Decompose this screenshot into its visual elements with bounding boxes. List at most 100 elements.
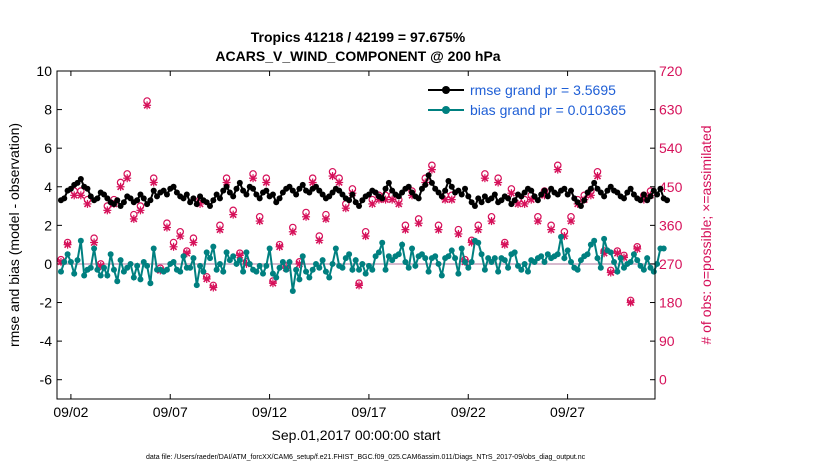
- bias-point: [432, 253, 439, 260]
- obs-assimilated-marker: [441, 195, 450, 204]
- bias-point: [491, 255, 498, 262]
- rmse-point: [647, 193, 654, 200]
- legend-bias-label: bias grand pr = 0.010365: [470, 102, 626, 118]
- bias-point: [306, 274, 313, 281]
- rmse-point: [581, 197, 588, 204]
- bias-point: [279, 259, 286, 266]
- bias-point: [259, 270, 266, 277]
- rmse-point: [147, 197, 154, 204]
- bias-point: [193, 282, 200, 289]
- bias-point: [180, 253, 187, 260]
- bias-point: [147, 280, 154, 287]
- bias-point: [640, 266, 647, 273]
- rmse-point: [77, 176, 84, 183]
- bias-point: [554, 251, 561, 258]
- rmse-point: [445, 177, 452, 184]
- bias-point: [379, 239, 386, 246]
- left-tick-label: 10: [36, 63, 52, 79]
- obs-assimilated-marker: [388, 195, 397, 204]
- bias-point: [650, 268, 657, 275]
- rmse-point: [299, 181, 306, 188]
- bias-point: [117, 257, 124, 264]
- bias-point: [558, 233, 565, 240]
- obs-assimilated-marker: [182, 249, 191, 258]
- rmse-point: [346, 197, 353, 204]
- bias-point: [293, 266, 300, 273]
- rmse-point: [114, 197, 121, 204]
- bias-point: [91, 245, 98, 252]
- right-tick-label: 450: [659, 179, 683, 195]
- bias-point: [213, 266, 220, 273]
- bias-point: [316, 264, 323, 271]
- right-tick-label: 270: [659, 256, 683, 272]
- rmse-point: [379, 195, 386, 202]
- bias-point: [200, 268, 207, 275]
- obs-assimilated-marker: [566, 217, 575, 226]
- bias-point: [435, 260, 442, 267]
- obs-assimilated-marker: [321, 214, 330, 223]
- x-tick-label: 09/17: [351, 404, 386, 420]
- bias-point: [240, 268, 247, 275]
- bias-point: [187, 264, 194, 271]
- bias-point: [163, 266, 170, 273]
- bias-point: [478, 251, 485, 258]
- obs-assimilated-marker: [520, 199, 529, 208]
- left-tick-label: -2: [40, 295, 53, 311]
- rmse-point: [207, 203, 214, 210]
- bias-point: [104, 272, 111, 279]
- rmse-point: [233, 185, 240, 192]
- bias-point: [236, 257, 243, 264]
- bias-point: [465, 264, 472, 271]
- bias-point: [584, 251, 591, 258]
- obs-assimilated-marker: [335, 178, 344, 187]
- bias-point: [395, 251, 402, 258]
- obs-assimilated-marker: [533, 217, 542, 226]
- rmse-point: [150, 187, 157, 194]
- rmse-point: [425, 172, 432, 179]
- rmse-point: [601, 193, 608, 200]
- bias-point: [144, 262, 151, 269]
- bias-point: [207, 255, 214, 262]
- bias-point: [276, 264, 283, 271]
- rmse-point: [587, 185, 594, 192]
- rmse-point: [657, 185, 664, 192]
- bias-point: [452, 255, 459, 262]
- bias-point: [356, 266, 363, 273]
- x-tick-label: 09/22: [451, 404, 486, 420]
- obs-assimilated-marker: [494, 178, 503, 187]
- rmse-point: [382, 185, 389, 192]
- bias-point: [339, 264, 346, 271]
- x-tick-label: 09/02: [53, 404, 88, 420]
- x-axis-ticks: 09/02 09/07 09/12 09/17 09/22 09/27: [53, 71, 585, 420]
- bias-point: [130, 274, 137, 281]
- obs-assimilated-marker: [500, 240, 509, 249]
- left-tick-label: -4: [40, 333, 53, 349]
- rmse-point: [190, 195, 197, 202]
- bias-point: [644, 255, 651, 262]
- bias-point: [402, 259, 409, 266]
- legend-rmse-marker: [442, 86, 450, 94]
- rmse-point: [442, 187, 449, 194]
- bias-point: [405, 264, 412, 271]
- right-tick-label: 630: [659, 102, 683, 118]
- obs-assimilated-marker: [593, 172, 602, 181]
- obs-assimilated-marker: [162, 223, 171, 232]
- obs-assimilated-marker: [401, 225, 410, 234]
- right-tick-label: 720: [659, 63, 683, 79]
- bias-point: [511, 249, 518, 256]
- obs-assimilated-marker: [368, 199, 377, 208]
- bias-point: [458, 245, 465, 252]
- rmse-point: [627, 185, 634, 192]
- bias-point: [286, 259, 293, 266]
- bias-point: [564, 247, 571, 254]
- obs-assimilated-marker: [427, 165, 436, 174]
- bias-point: [627, 259, 634, 266]
- bias-point: [74, 257, 81, 264]
- bias-point: [57, 268, 64, 275]
- rmse-point: [120, 199, 127, 206]
- bias-point: [94, 266, 101, 273]
- bias-point: [107, 251, 114, 258]
- obs-assimilated-marker: [249, 174, 258, 183]
- y-axis-label-left: rmse and bias (model - observation): [6, 123, 22, 347]
- obs-assimilated-marker: [209, 283, 218, 292]
